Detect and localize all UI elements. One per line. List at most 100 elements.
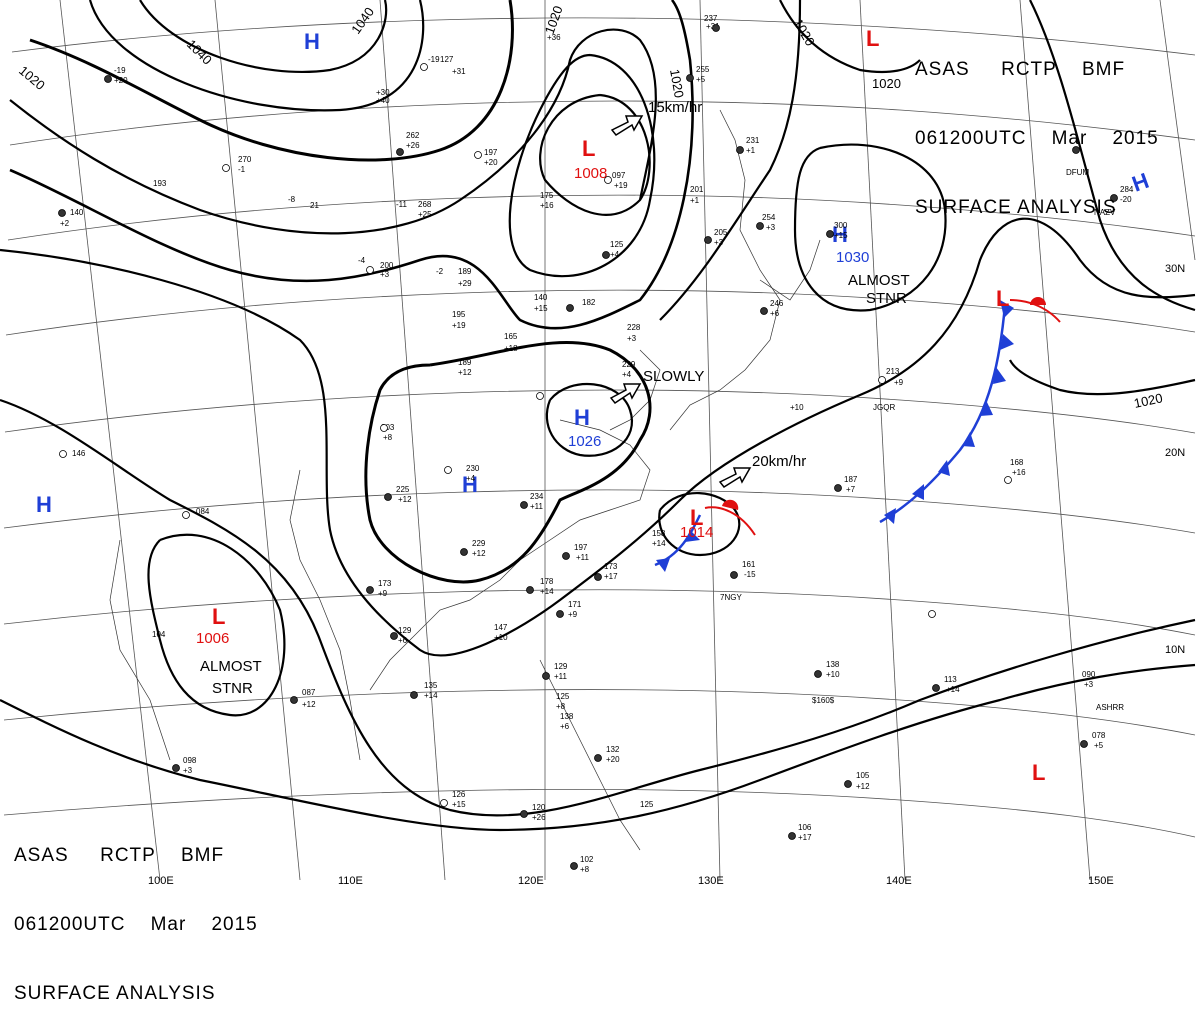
pressure-value: 1006 [196,630,229,647]
station-value: +11 [576,553,590,562]
agency-line: ASAS RCTP BMF [14,844,258,867]
station-value: 300 [834,221,848,230]
station-value: -19 [114,66,126,75]
coastlines [109,109,821,851]
station-value: 087 [302,688,316,697]
station-value: 225 [396,485,410,494]
valid-part: Mar [150,914,187,935]
station-value: 161 [742,560,756,569]
station-value: 097 [612,171,626,180]
station-value: +8 [580,865,590,874]
station-value: +19 [614,181,628,190]
station-label: NAZV [1094,208,1116,217]
arrow-right-icon [718,467,752,488]
agency-part: ASAS [915,59,970,80]
station-value: +19 [452,321,466,330]
product-line: SURFACE ANALYSIS [915,197,1117,218]
station-value: +1 [690,196,700,205]
station-value: 129 [554,662,568,671]
station-value: 140 [534,293,548,302]
low-pressure-marker: L [866,26,879,51]
station-value: 189 [458,358,472,367]
agency-part: ASAS [14,845,69,866]
station-value: 228 [627,323,641,332]
station-value: 125 [556,692,570,701]
station-value: -4 [358,256,366,265]
station-value: +8 [556,702,566,711]
station-value: 168 [1010,458,1024,467]
station-value: +8 [383,433,393,442]
arrow-right-icon [609,383,642,405]
low-pressure-marker: L [1032,760,1045,785]
station-value: +9 [568,610,578,619]
station-value: +25 [418,210,432,219]
station-value: +17 [604,572,618,581]
station-value: 262 [406,131,420,140]
low-pressure-marker: L [690,505,703,530]
arrow-right-icon [610,115,644,136]
station-value: +3 [714,238,724,247]
low-pressure-marker: L [996,286,1009,311]
station-value: +10 [826,670,840,679]
station-value: +9 [894,378,904,387]
station-value: 197 [574,543,588,552]
station-plots: -19 127 +31 +40 +30 +36 270 -1 193 140 +… [60,14,1134,874]
isobar-label: 1020 [872,76,901,91]
station-value: 125 [610,240,624,249]
lat-label: 10N [1165,644,1185,656]
station-value: +10 [790,403,804,412]
station-value: 126 [452,790,466,799]
pressure-systems: H L L 1008 H 1026 H H 1030 H L L 1014 H … [36,26,1152,785]
station-value: +12 [856,782,870,791]
station-value: +3 [627,334,637,343]
low-pressure-marker: L [212,604,225,629]
pressure-value: 1014 [680,524,713,541]
station-value: 197 [484,148,498,157]
isobar-label: 1040 [184,37,215,68]
station-value: 078 [1092,731,1106,740]
valid-part: 061200UTC [915,128,1027,149]
station-value: +3 [380,270,390,279]
lon-label: 130E [698,875,724,887]
station-value: +4 [466,474,476,483]
lon-label: 100E [148,875,174,887]
station-value: -15 [744,570,756,579]
station-label: JGQR [873,403,895,412]
station-value: +15 [452,800,466,809]
station-value: 189 [458,267,472,276]
station-value: 205 [714,228,728,237]
station-value: -11 [396,200,408,209]
station-label: DFUM [1066,168,1089,177]
station-value: 125 [640,800,654,809]
stnr-label: ALMOST [200,658,262,675]
station-value: 158 [652,529,666,538]
station-value: +12 [458,368,472,377]
station-value: +20 [114,76,128,85]
station-value: 193 [153,179,167,188]
valid-part: 2015 [211,914,258,935]
station-value: 113 [944,675,957,684]
station-value: +18 [504,344,518,353]
station-value: +11 [530,502,544,511]
high-pressure-marker: H [832,222,848,247]
high-pressure-marker: H [574,405,590,430]
station-circles [58,24,1118,870]
pressure-value: 1026 [568,433,601,450]
station-value: +6 [560,722,570,731]
station-value: +31 [452,67,466,76]
station-value: 102 [580,855,594,864]
station-value: 270 [238,155,252,164]
station-value: +11 [554,672,568,681]
station-value: 203 [381,423,395,432]
station-value: 230 [466,464,480,473]
stnr-label: STNR [212,680,253,697]
isobar-label: 1040 [348,4,377,36]
station-value: -19 [428,55,440,64]
valid-time-line: 061200UTC Mar 2015 [915,127,1159,150]
station-value: 213 [886,367,900,376]
pressure-value: 1008 [574,165,607,182]
map-title-top: ASAS RCTP BMF 061200UTC Mar 2015 SURFACE… [915,12,1159,242]
station-value: +16 [1012,468,1026,477]
station-value: +3 [183,766,193,775]
station-value: +12 [398,495,412,504]
